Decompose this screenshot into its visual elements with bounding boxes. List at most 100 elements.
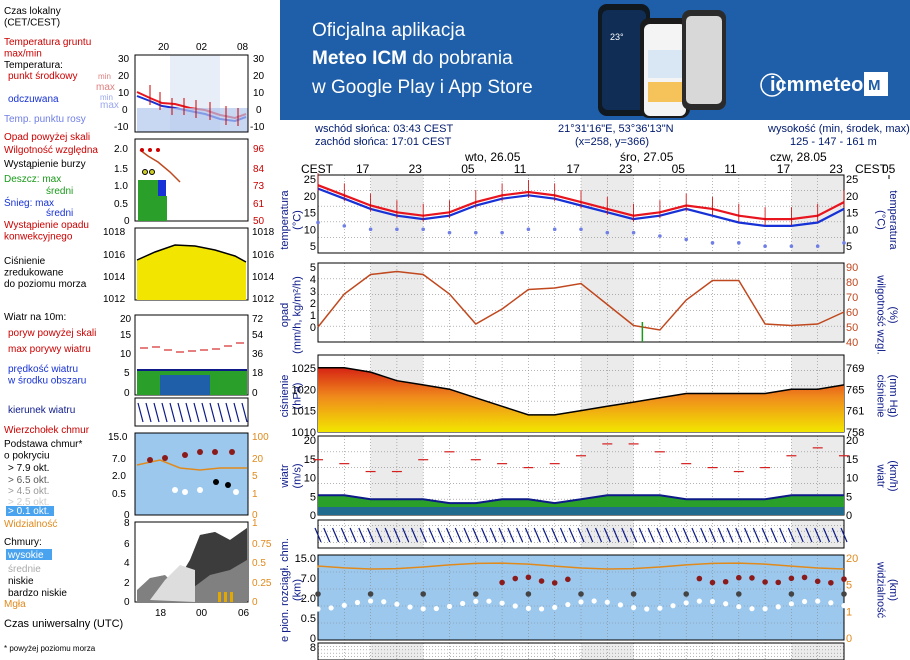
wind-dir-arrow: [831, 527, 839, 543]
legend-precip-above: Opad powyżej skali: [4, 132, 90, 143]
tick: 72: [252, 314, 264, 325]
legend-footnote: * powyżej poziomu morza: [4, 644, 96, 653]
tick: 15.0: [108, 432, 128, 443]
tick: 1016: [252, 250, 275, 261]
dewpoint-point: [684, 237, 688, 242]
tick: 0: [124, 597, 130, 608]
wind-dir-arrow: [577, 527, 585, 543]
legend-cloud-panel: [134, 432, 249, 516]
local-time-label: Czas lokalny (CET/CEST): [4, 6, 61, 29]
y-tick: 5: [846, 241, 852, 253]
dewpoint-point: [579, 227, 583, 232]
cloud-base-point: [722, 578, 729, 585]
elevation-label: wysokość (min, środek, max): [768, 123, 910, 135]
hour-tick: 05: [461, 162, 475, 176]
legend-clouds: Chmury:: [4, 537, 42, 548]
y-tick: 20: [304, 191, 316, 203]
humidity-axis-label: (%)wilgotność wzgl.: [874, 274, 899, 354]
pressure-axis-label-right: (mm Hg)ciśnienie: [874, 375, 899, 418]
tick: 18: [252, 368, 264, 379]
cloud-base-point: [630, 591, 637, 597]
tick: 0.5: [112, 489, 126, 500]
wind-dir-arrow: [524, 527, 532, 543]
dewpoint-point: [710, 241, 715, 245]
wind-dir-arrow: [498, 527, 506, 543]
series-visibility: [317, 562, 845, 570]
tick: 73: [253, 181, 265, 192]
y-tick: 15.0: [295, 553, 316, 565]
day-label: wto, 26.05: [464, 150, 521, 164]
wind-dir-arrow: [428, 527, 436, 543]
legend-feels-min: min: [100, 93, 113, 102]
tick: -10: [250, 122, 265, 133]
dewpoint-point: [658, 234, 662, 238]
cloud-base-point: [604, 599, 610, 605]
legend-wind-dir: kierunek wiatru: [8, 405, 75, 416]
tick: 54: [252, 330, 264, 341]
coords-text: 21°31'16"E, 53°36'13"N: [558, 123, 674, 135]
wind-dir-arrow: [796, 527, 804, 543]
cloud-base-point: [657, 605, 663, 611]
cloud-base-point: [578, 591, 584, 597]
y-tick: 80: [846, 277, 858, 289]
dewpoint-point: [342, 224, 347, 228]
tick: 5: [124, 368, 130, 379]
tick: 0.5: [114, 199, 128, 210]
meteogram: wschód słońca: 03:43 CEST zachód słońca:…: [280, 120, 910, 660]
wind-dir-arrow: [201, 402, 208, 423]
hour-tick: 11: [724, 162, 737, 176]
wind-dir-arrow: [752, 527, 760, 543]
cloud-base-point: [420, 606, 426, 612]
y-tick: 10: [304, 473, 316, 485]
tick: 30: [253, 54, 265, 65]
y-tick: 5: [310, 262, 316, 274]
cloud-base-point: [407, 604, 413, 610]
cloud-base-point: [525, 574, 532, 581]
cloud-base-point: [696, 575, 703, 582]
cloud-base-point: [841, 603, 847, 609]
legend-cl-vlow: bardzo niskie: [8, 588, 67, 599]
y-tick: 20: [304, 435, 316, 447]
tick: 0: [122, 105, 128, 116]
wind-dir-arrow: [384, 527, 392, 543]
dewpoint-point: [421, 227, 425, 232]
app-promo-banner[interactable]: Oficjalna aplikacja Meteo ICM do pobrani…: [280, 0, 910, 120]
cloud-base-point: [814, 578, 821, 585]
tick: 10: [120, 349, 132, 360]
tick: 20: [120, 314, 132, 325]
temp-axis-label-right: temperatura(°C): [874, 190, 899, 250]
phone-temp: 23°: [610, 32, 624, 42]
y-tick: 1015: [292, 406, 316, 418]
local-tick-20: 20: [158, 42, 170, 53]
cloud-base-point: [670, 603, 676, 609]
tick: 10: [253, 88, 265, 99]
wind-dir-arrow: [612, 527, 620, 543]
tz-left: CEST: [301, 162, 334, 176]
y-tick: 0: [310, 633, 316, 645]
wind-dir-arrow: [169, 402, 176, 423]
cloud-base-point: [525, 591, 532, 597]
local-tick-08: 08: [237, 42, 249, 53]
legend-storm: Wystąpienie burzy: [4, 159, 86, 170]
tick: 8: [124, 518, 130, 529]
tick: 1012: [103, 294, 126, 305]
cloud-base-point: [433, 605, 439, 612]
legend-okt01: > 0.1 okt.: [8, 506, 49, 517]
cloud-base-point: [578, 599, 584, 605]
y-tick: 1025: [292, 363, 316, 375]
cloud-base-point: [552, 604, 558, 610]
wind-dir-arrow: [340, 527, 348, 543]
wind-dir-arrow: [779, 527, 787, 543]
tick: 20: [252, 454, 264, 465]
hour-tick: 23: [829, 162, 843, 176]
y-tick: 20: [846, 553, 858, 565]
wind-dir-arrow: [656, 527, 664, 543]
y-tick: 15: [846, 208, 858, 220]
tick: 15: [120, 330, 132, 341]
phone-mockup-icon: 23°: [598, 4, 726, 118]
wind-dir-arrow: [410, 527, 418, 543]
day-label: śro, 27.05: [620, 150, 674, 164]
y-tick: 4: [310, 274, 316, 286]
utc-tick: 06: [238, 608, 250, 619]
hour-tick: 05: [672, 162, 686, 176]
